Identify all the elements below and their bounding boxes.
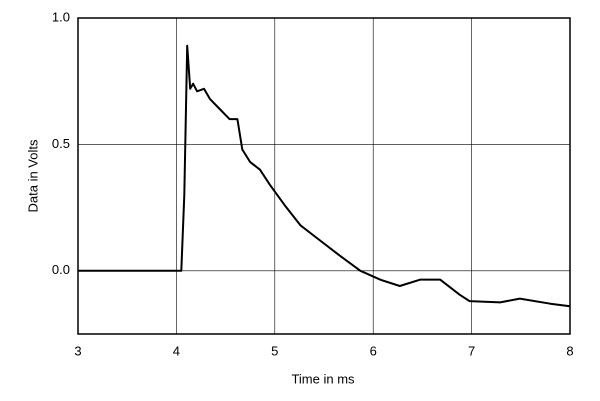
data-line <box>78 44 571 308</box>
x-tick-label: 6 <box>370 343 377 358</box>
x-tick-label: 5 <box>271 343 278 358</box>
y-tick-label: 1.0 <box>52 9 70 24</box>
y-tick-label: 0.5 <box>52 136 70 151</box>
y-axis-label: Data in Volts <box>25 139 40 212</box>
plot-frame <box>77 17 571 335</box>
x-tick-label: 7 <box>468 343 475 358</box>
x-tick-label: 8 <box>566 343 573 358</box>
x-tick-label: 4 <box>173 343 180 358</box>
x-tick-label: 3 <box>74 343 81 358</box>
y-tick-label: 0.0 <box>52 262 70 277</box>
x-axis-label: Time in ms <box>291 371 355 386</box>
